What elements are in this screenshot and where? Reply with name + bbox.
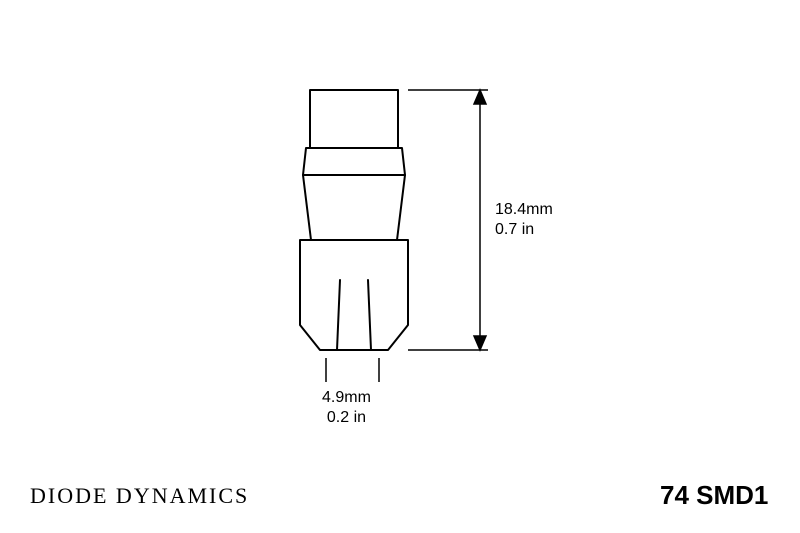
width-mm: 4.9mm: [322, 388, 371, 408]
width-in: 0.2 in: [322, 408, 371, 428]
product-label: 74 SMD1: [660, 480, 768, 511]
brand-label: DIODE DYNAMICS: [30, 483, 249, 509]
diagram-canvas: 18.4mm 0.7 in 4.9mm 0.2 in DIODE DYNAMIC…: [0, 0, 800, 533]
width-label: 4.9mm 0.2 in: [322, 388, 371, 428]
width-dimension: [0, 0, 800, 533]
